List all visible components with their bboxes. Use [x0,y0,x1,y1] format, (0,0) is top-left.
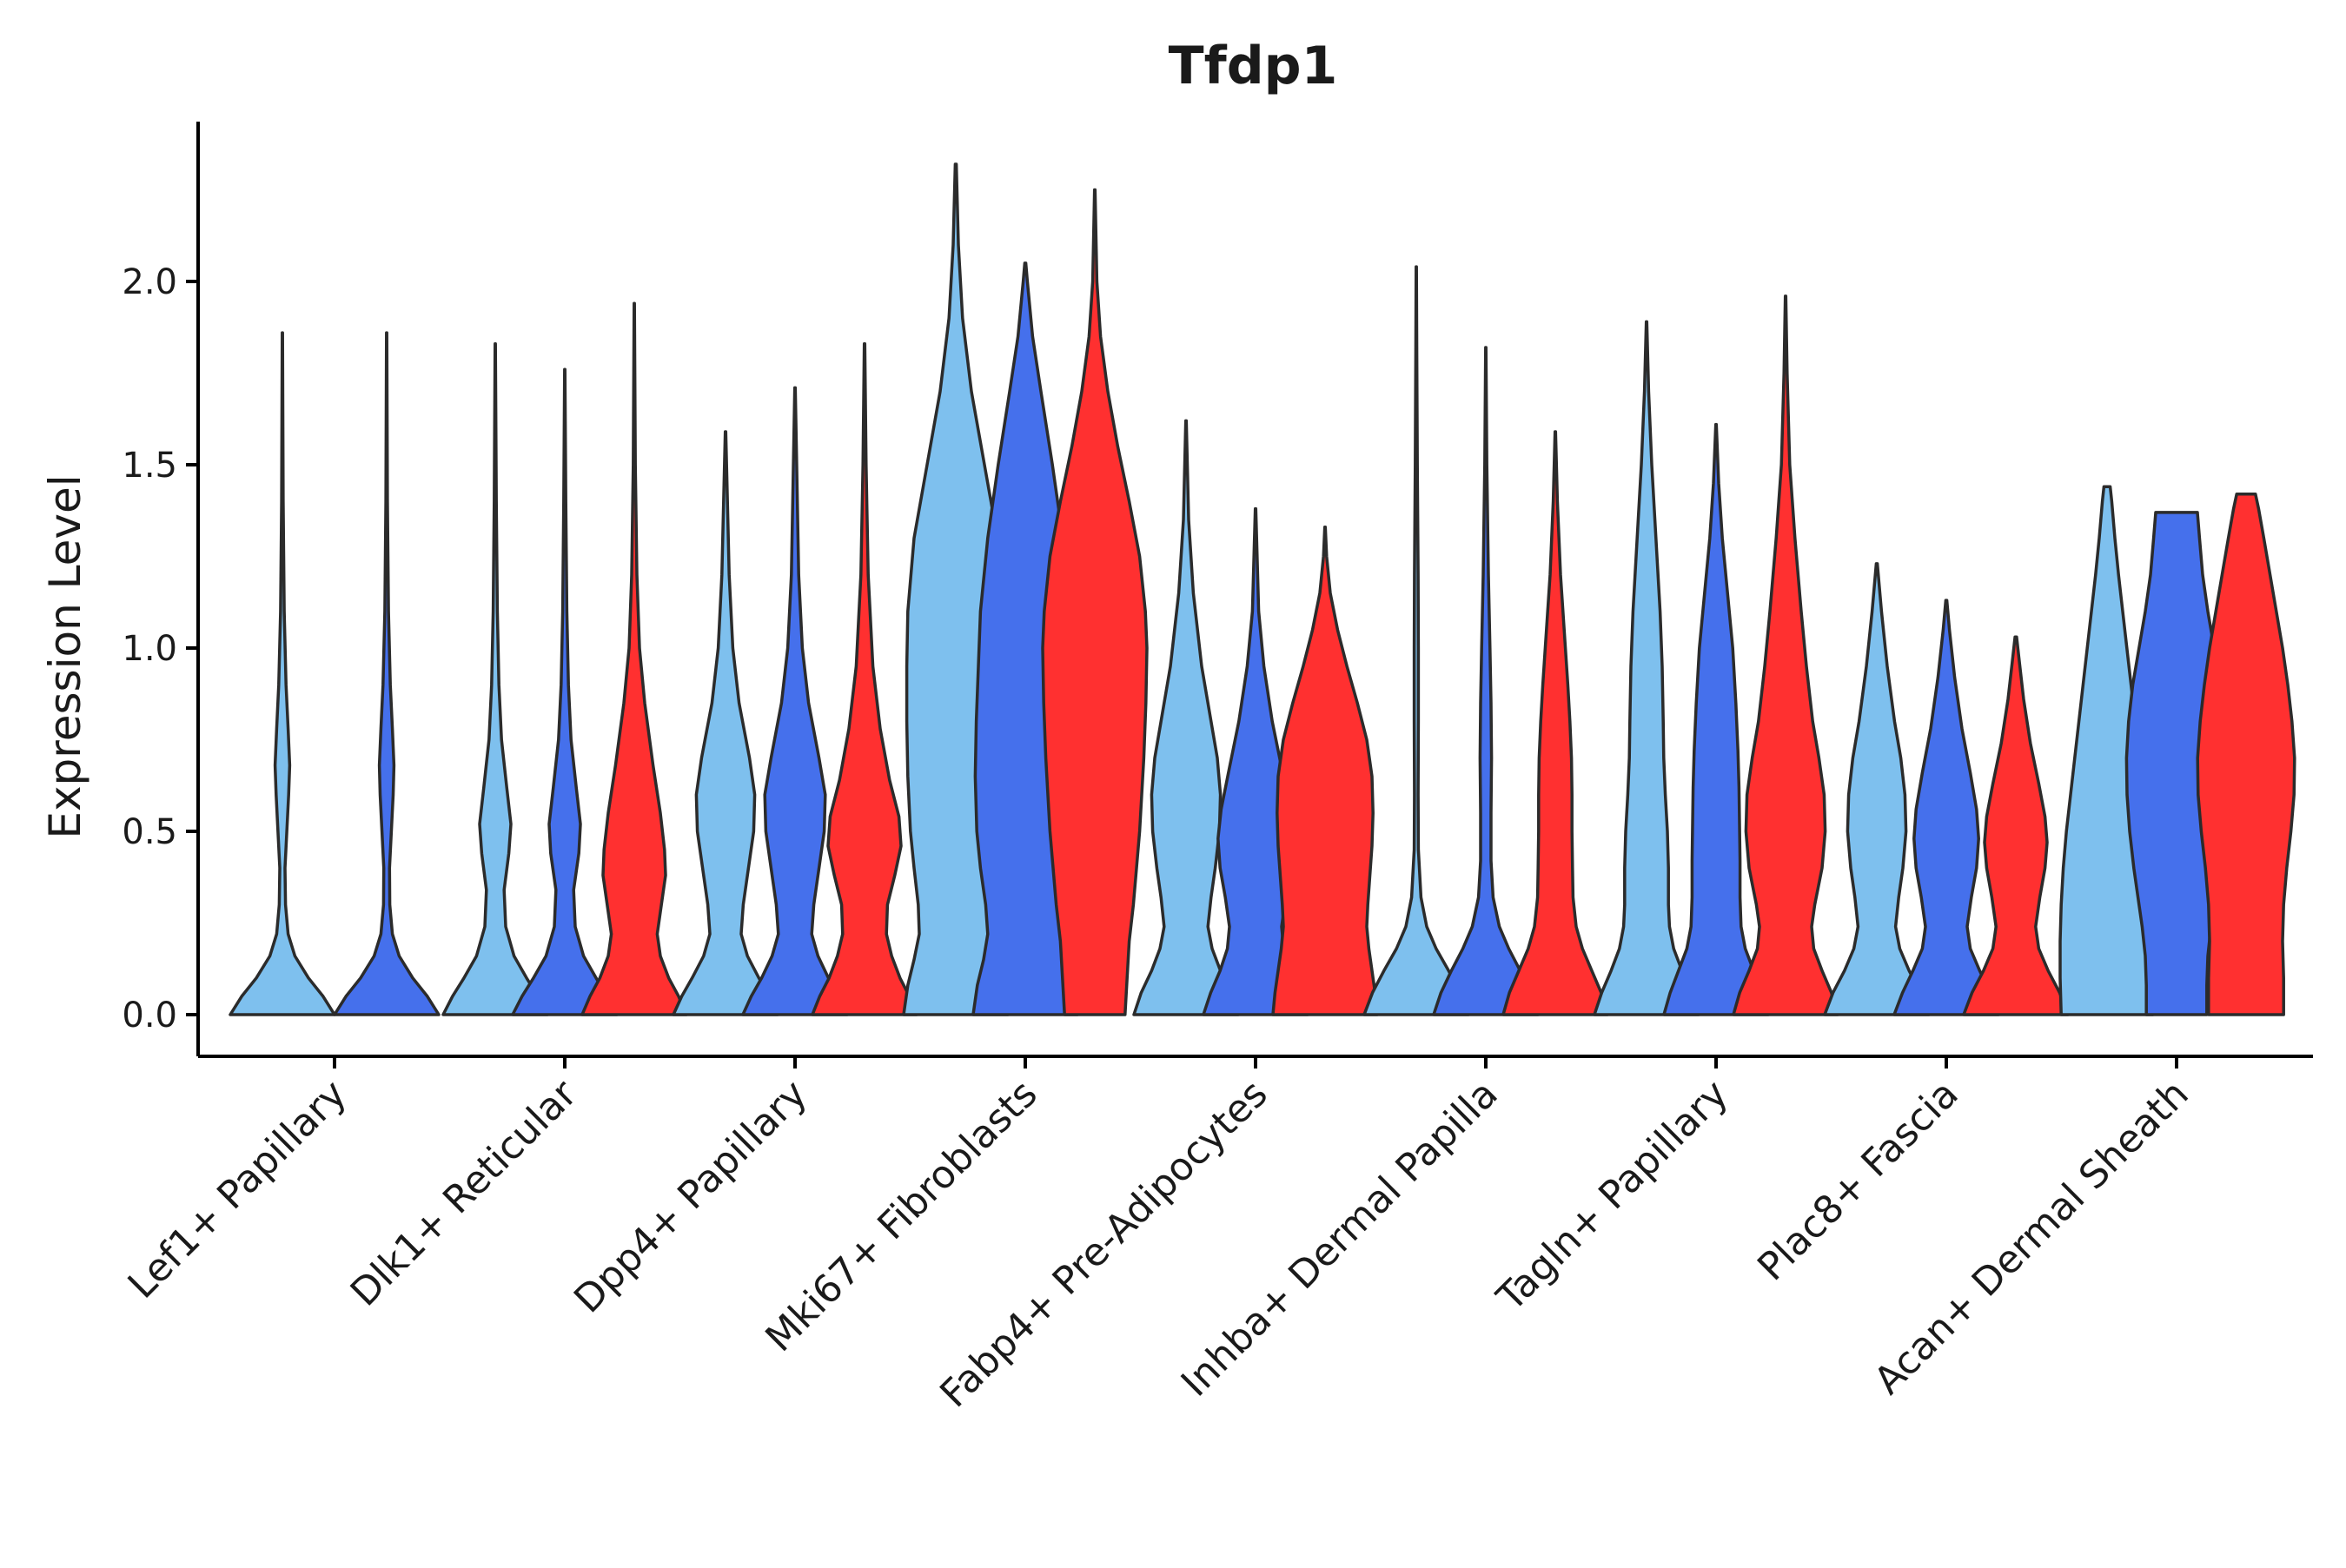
violin-9-3 [2196,493,2296,1016]
y-tick-label-1: 0.5 [122,812,177,852]
violin-2-1 [441,341,549,1016]
violin-3-1 [672,430,779,1016]
violin-4-3 [1041,188,1149,1016]
violin-6-2 [1432,346,1540,1016]
violin-7-2 [1662,422,1770,1016]
violin-8-1 [1823,562,1931,1016]
y-axis-label: Expression Level [40,474,90,838]
violin-8-2 [1892,599,2000,1016]
violin-2-3 [580,301,688,1016]
violin-7-1 [1593,320,1700,1016]
x-tick-label-0: Lef1+ Papillary [120,1072,355,1307]
x-tick-label-7: Plac8+ Fascia [1749,1072,1967,1290]
y-tick-label-2: 1.0 [122,629,177,669]
violin-3-3 [811,341,918,1016]
y-tick-label-0: 0.0 [122,996,177,1035]
violin-6-1 [1362,265,1470,1016]
chart-title: Tfdp1 [1169,36,1338,96]
violin-8-3 [1962,635,2070,1016]
violin-5-3 [1271,525,1379,1016]
x-tick-label-2: Dpp4+ Papillary [566,1072,816,1322]
y-tick-label-3: 1.5 [122,446,177,486]
x-tick-label-1: Dlk1+ Reticular [342,1071,586,1315]
violin-7-3 [1732,294,1839,1016]
x-tick-label-6: Tagln+ Papillary [1488,1072,1737,1320]
violins-layer [229,162,2296,1016]
violin-3-2 [741,386,849,1016]
violin-5-1 [1132,419,1240,1016]
y-tick-label-4: 2.0 [122,262,177,302]
violin-6-3 [1501,430,1609,1016]
violin-1-2 [333,331,441,1016]
violin-2-2 [511,367,619,1016]
violin-1-1 [229,331,336,1016]
